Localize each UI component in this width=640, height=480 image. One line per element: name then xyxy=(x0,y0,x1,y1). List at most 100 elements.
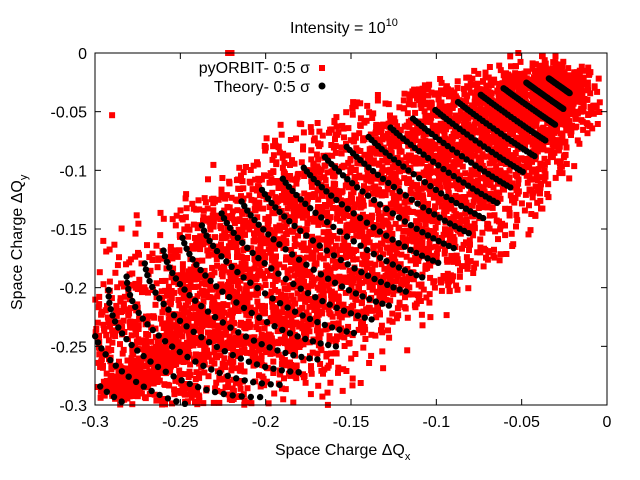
pyorbit-point xyxy=(241,368,248,375)
pyorbit-point xyxy=(423,294,430,301)
pyorbit-point xyxy=(289,311,296,318)
pyorbit-point xyxy=(350,275,356,282)
pyorbit-point xyxy=(406,176,413,183)
pyorbit-point xyxy=(282,386,289,393)
pyorbit-point xyxy=(312,315,319,322)
pyorbit-point xyxy=(417,298,424,304)
pyorbit-point xyxy=(186,284,193,290)
pyorbit-point xyxy=(413,218,420,225)
pyorbit-point xyxy=(109,339,116,346)
pyorbit-point xyxy=(396,104,403,111)
pyorbit-point xyxy=(560,154,567,161)
pyorbit-point xyxy=(496,141,503,148)
pyorbit-point xyxy=(329,168,336,175)
pyorbit-point xyxy=(373,201,380,208)
pyorbit-point xyxy=(204,312,211,319)
pyorbit-point xyxy=(243,164,249,170)
pyorbit-point xyxy=(151,362,158,369)
pyorbit-point xyxy=(136,251,142,258)
pyorbit-point xyxy=(497,137,504,143)
pyorbit-point xyxy=(454,256,461,263)
pyorbit-point xyxy=(379,133,386,140)
pyorbit-point xyxy=(313,151,320,158)
pyorbit-point xyxy=(231,244,238,250)
pyorbit-point xyxy=(318,347,325,354)
pyorbit-point xyxy=(200,217,206,224)
pyorbit-point xyxy=(97,388,104,395)
pyorbit-point xyxy=(252,260,259,267)
pyorbit-point xyxy=(371,172,378,179)
pyorbit-point xyxy=(243,282,250,289)
pyorbit-point xyxy=(454,286,461,293)
pyorbit-point xyxy=(225,378,232,385)
pyorbit-point xyxy=(262,282,269,288)
pyorbit-point xyxy=(308,251,315,257)
pyorbit-point xyxy=(406,92,413,99)
pyorbit-point xyxy=(168,274,175,281)
pyorbit-point xyxy=(326,338,333,345)
pyorbit-point xyxy=(357,122,364,129)
pyorbit-point xyxy=(422,265,429,272)
pyorbit-point xyxy=(522,191,529,198)
pyorbit-point xyxy=(443,83,450,90)
pyorbit-point xyxy=(132,342,139,349)
pyorbit-point xyxy=(467,241,473,248)
pyorbit-point xyxy=(116,254,122,261)
pyorbit-point xyxy=(441,172,447,179)
pyorbit-point xyxy=(224,302,231,309)
pyorbit-point xyxy=(339,247,346,254)
pyorbit-point xyxy=(441,147,448,154)
pyorbit-point xyxy=(519,103,526,109)
pyorbit-point xyxy=(121,371,128,378)
pyorbit-point xyxy=(478,111,485,118)
pyorbit-point xyxy=(280,320,287,327)
pyorbit-point xyxy=(502,222,508,229)
pyorbit-point xyxy=(275,185,282,191)
pyorbit-point xyxy=(219,273,226,280)
pyorbit-point xyxy=(200,207,207,214)
pyorbit-point xyxy=(215,244,222,251)
pyorbit-point xyxy=(114,284,121,291)
pyorbit-point xyxy=(244,299,251,306)
pyorbit-point xyxy=(572,90,579,97)
pyorbit-point xyxy=(303,283,310,290)
pyorbit-point xyxy=(368,200,375,207)
pyorbit-point xyxy=(317,254,323,261)
pyorbit-point xyxy=(333,123,340,130)
pyorbit-point xyxy=(405,291,412,298)
pyorbit-point xyxy=(196,397,203,404)
pyorbit-point xyxy=(221,207,228,214)
pyorbit-point xyxy=(256,184,263,191)
pyorbit-point xyxy=(493,122,500,129)
pyorbit-point xyxy=(567,105,574,112)
pyorbit-point xyxy=(537,105,544,112)
pyorbit-point xyxy=(324,169,331,176)
pyorbit-point xyxy=(465,123,472,130)
pyorbit-point xyxy=(120,283,127,290)
pyorbit-point xyxy=(521,132,528,139)
pyorbit-point xyxy=(120,303,127,310)
pyorbit-point xyxy=(255,303,262,310)
pyorbit-point xyxy=(128,370,135,376)
pyorbit-point xyxy=(460,141,467,148)
pyorbit-point xyxy=(213,212,220,219)
pyorbit-point xyxy=(467,80,474,87)
pyorbit-point xyxy=(366,284,373,291)
pyorbit-point xyxy=(191,284,198,290)
pyorbit-point xyxy=(182,195,189,202)
pyorbit-point xyxy=(491,212,498,219)
pyorbit-point xyxy=(209,264,216,271)
pyorbit-point xyxy=(489,204,496,211)
pyorbit-point xyxy=(100,321,107,328)
pyorbit-point xyxy=(279,336,286,343)
pyorbit-point xyxy=(256,192,263,199)
pyorbit-point xyxy=(507,77,514,84)
pyorbit-point xyxy=(375,191,381,198)
pyorbit-point xyxy=(491,76,498,83)
pyorbit-point xyxy=(389,318,396,325)
pyorbit-point xyxy=(311,179,318,186)
pyorbit-point xyxy=(436,168,443,175)
pyorbit-point xyxy=(502,205,509,212)
pyorbit-point xyxy=(177,207,184,214)
pyorbit-point xyxy=(205,176,211,183)
